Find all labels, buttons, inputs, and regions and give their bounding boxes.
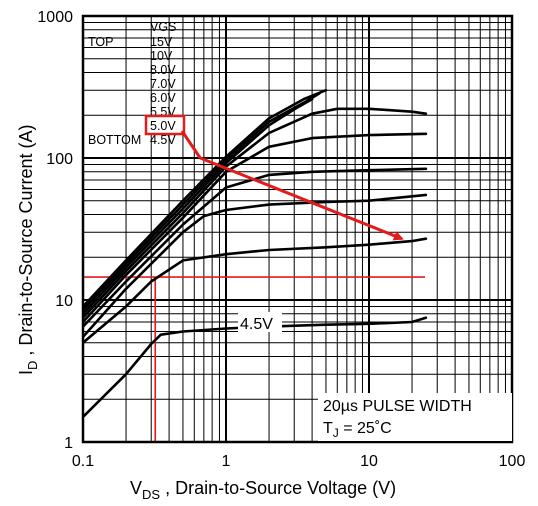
legend-entry-10v: 10V: [150, 49, 173, 63]
legend-highlight-box: [144, 114, 186, 136]
plot-frame: [81, 14, 514, 444]
legend-bottom-label: BOTTOM: [88, 133, 141, 147]
grid: [83, 16, 512, 442]
legend-entry-7v: 7.0V: [150, 77, 176, 91]
series-line-8-0v: [83, 97, 314, 316]
x-tick-labels: 0.1 1 10 100: [72, 453, 526, 470]
y-tick-label: 10: [55, 293, 73, 310]
legend: VGS TOP 15V 10V 8.0V 7.0V 6.0V 5.5V 5.0V…: [88, 20, 186, 147]
y-tick-label: 1000: [37, 9, 73, 26]
legend-entry-6v: 6.0V: [150, 91, 176, 105]
temperature-note-value: = 25˚C: [339, 420, 392, 437]
x-axis-title-rest: , Drain-to-Source Voltage (V): [160, 478, 396, 498]
annotation-arrow-leader: [180, 130, 202, 159]
legend-top-label: TOP: [88, 35, 113, 49]
plot-background: [83, 16, 512, 442]
temperature-note-symbol: T: [323, 420, 333, 437]
series-line-7-0v: [83, 107, 428, 320]
legend-entry-5v: 5.0V: [150, 119, 176, 133]
series-line-6-0v: [83, 132, 428, 324]
series-line-15v: [83, 88, 328, 308]
y-axis-title-subscript: D: [25, 361, 40, 370]
annotation-arrow: [199, 156, 404, 241]
y-axis-title-symbol: I: [16, 370, 36, 375]
y-axis-title: ID , Drain-to-Source Current (A): [16, 125, 40, 375]
legend-entry-8v: 8.0V: [150, 63, 176, 77]
y-tick-labels: 1 10 100 1000: [37, 9, 73, 452]
curve-label: 4.5V: [240, 316, 273, 333]
legend-header: VGS: [150, 20, 176, 34]
series-line-unlabeled-8: [83, 316, 428, 419]
legend-entry-4-5v: 4.5V: [150, 133, 176, 147]
x-tick-label: 10: [360, 453, 378, 470]
temperature-note-subscript: J: [333, 426, 339, 440]
conditions-note: 20µs PULSE WIDTH TJ = 25˚C: [318, 393, 512, 441]
temperature-note: TJ = 25˚C: [323, 420, 392, 440]
y-tick-label: 1: [64, 435, 73, 452]
pulse-width-note: 20µs PULSE WIDTH: [323, 398, 472, 415]
curves: [83, 88, 428, 419]
x-axis-title-symbol: V: [130, 478, 142, 498]
series-line-5-5v: [83, 167, 428, 328]
y-tick-label: 100: [46, 151, 73, 168]
x-axis-title: VDS , Drain-to-Source Voltage (V): [130, 478, 396, 502]
x-axis-title-subscript: DS: [142, 487, 160, 502]
x-tick-label: 1: [222, 453, 231, 470]
curve-label-background: [238, 312, 282, 332]
y-axis-title-rest: , Drain-to-Source Current (A): [16, 125, 36, 361]
conditions-note-background: [318, 393, 512, 441]
series-line-5-0v: [83, 193, 428, 339]
legend-entry-15v: 15V: [150, 35, 173, 49]
reference-lines: [83, 276, 425, 442]
annotation-arrow-group: [180, 130, 404, 241]
x-tick-label: 0.1: [72, 453, 94, 470]
series-line-4-5v: [83, 237, 428, 345]
x-tick-label: 100: [499, 453, 526, 470]
